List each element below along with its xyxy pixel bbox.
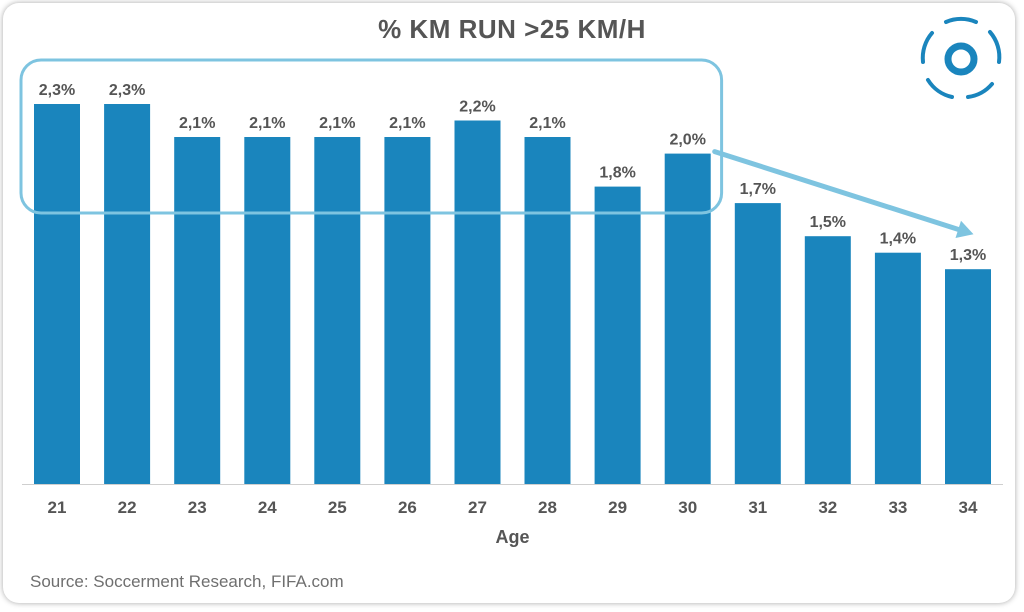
data-label-31: 1,7% [740,181,776,198]
data-label-34: 1,3% [950,247,986,264]
data-label-30: 2,0% [669,132,705,149]
highlight-box [19,58,724,215]
bar-33 [874,252,921,484]
data-label-32: 1,5% [810,214,846,231]
bar-22 [104,104,151,484]
x-tick-label-26: 26 [398,498,417,517]
bar-26 [384,137,431,484]
chart-title: % KM RUN >25 KM/H [378,14,646,44]
source-note: Source: Soccerment Research, FIFA.com [30,572,344,591]
bar-27 [454,120,501,484]
bar-21 [34,104,80,484]
bar-23 [174,137,221,484]
x-tick-label-22: 22 [118,498,137,517]
x-tick-label-31: 31 [748,498,767,517]
x-tick-label-25: 25 [328,498,347,517]
bar-29 [594,186,641,484]
x-tick-label-27: 27 [468,498,487,517]
x-tick-label-28: 28 [538,498,557,517]
x-axis-title: Age [495,527,529,547]
soccerment-logo-icon [920,16,1002,99]
x-tick-label-29: 29 [608,498,627,517]
x-tick-label-24: 24 [258,498,277,517]
bar-25 [314,137,361,484]
trend-arrow-head [955,220,974,238]
bar-24 [244,137,291,484]
x-tick-label-30: 30 [678,498,697,517]
x-tick-label-33: 33 [888,498,907,517]
trend-arrow-line [712,149,967,234]
data-label-29: 1,8% [599,165,635,182]
bar-30 [664,153,711,484]
bar-32 [804,236,851,484]
bar-34 [945,269,991,484]
x-tick-label-32: 32 [818,498,837,517]
data-label-27: 2,2% [459,99,495,116]
data-label-23: 2,1% [179,115,215,132]
data-label-24: 2,1% [249,115,285,132]
data-label-22: 2,3% [109,82,145,99]
x-tick-label-34: 34 [959,498,978,517]
bar-28 [524,137,571,484]
data-label-28: 2,1% [529,115,565,132]
data-label-21: 2,3% [39,82,75,99]
data-label-25: 2,1% [319,115,355,132]
bar-31 [734,203,781,484]
x-tick-label-23: 23 [188,498,207,517]
data-label-33: 1,4% [880,231,916,248]
data-label-26: 2,1% [389,115,425,132]
x-tick-label-21: 21 [48,498,67,517]
